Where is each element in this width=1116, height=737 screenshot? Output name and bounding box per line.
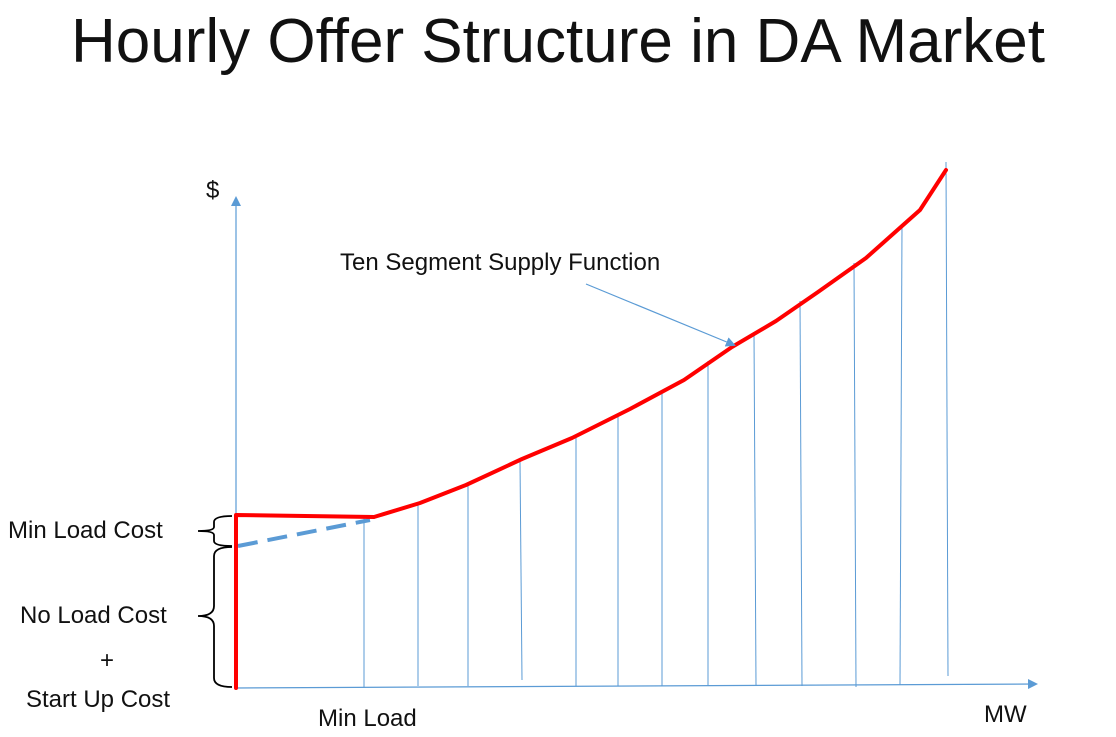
no-load-cost-brace [197, 546, 233, 688]
dashed-no-load-line [237, 518, 371, 548]
segment-line [899, 224, 903, 686]
segment-line [853, 262, 857, 688]
min-load-cost-label: Min Load Cost [8, 517, 163, 544]
supply-function-label: Ten Segment Supply Function [340, 249, 660, 276]
segment-line [945, 161, 949, 677]
segment-line [753, 332, 757, 687]
x-axis [235, 679, 1038, 690]
supply-curve [234, 168, 948, 690]
no-load-cost-label: No Load Cost [20, 602, 167, 629]
segment-line [799, 300, 803, 687]
segment-divider-lines [363, 161, 949, 688]
min-load-label: Min Load [318, 705, 417, 732]
min-load-cost-brace [197, 515, 233, 547]
plus-sign: + [100, 647, 114, 674]
start-up-cost-label: Start Up Cost [26, 686, 170, 713]
x-axis-label: MW [984, 701, 1027, 728]
supply-function-pointer [585, 283, 736, 347]
y-axis-label: $ [206, 177, 219, 204]
segment-line [519, 460, 523, 681]
slide-title: Hourly Offer Structure in DA Market [71, 7, 1045, 76]
